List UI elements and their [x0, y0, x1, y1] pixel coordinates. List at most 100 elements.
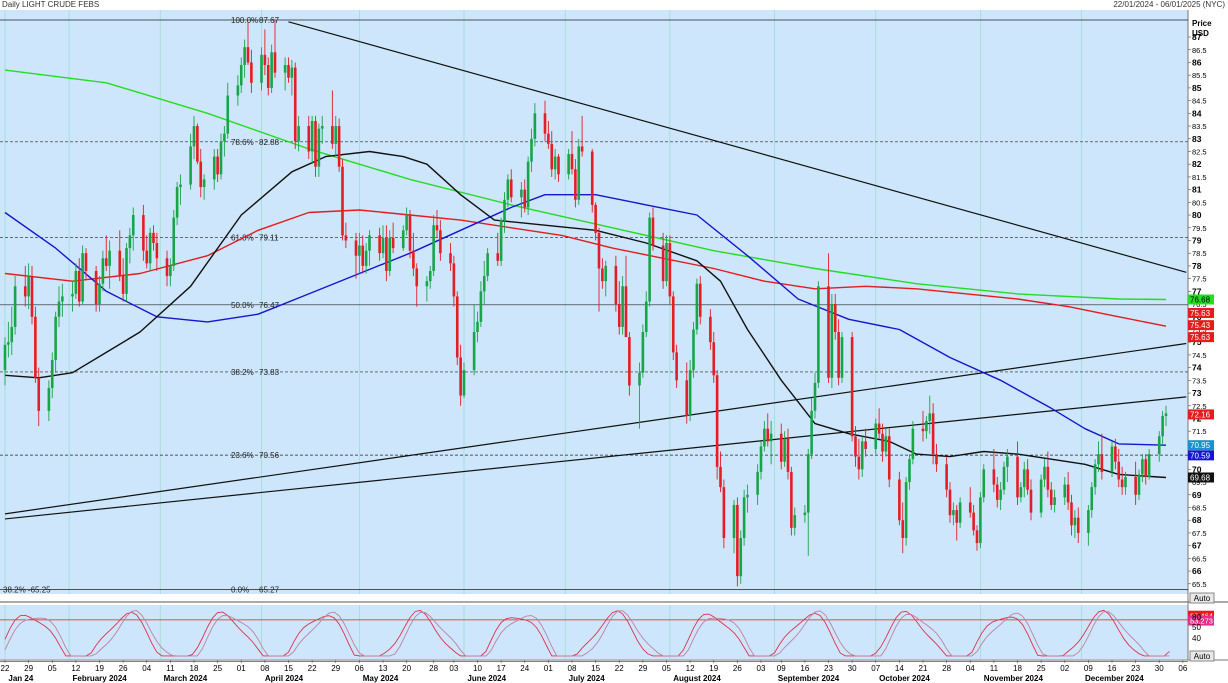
date-tick-label: 09: [777, 664, 786, 673]
candle: [1043, 459, 1046, 488]
candle: [763, 421, 766, 452]
candle-body: [952, 510, 955, 516]
date-tick-label: 05: [48, 664, 57, 673]
candle-body: [590, 151, 594, 205]
candle: [425, 276, 429, 302]
candle: [1053, 489, 1056, 513]
candle-body: [604, 265, 608, 282]
date-tick-label: 07: [871, 664, 880, 673]
moving-averages: [4, 69, 1167, 479]
candle-body: [388, 237, 392, 271]
date-tick-label: 09: [1084, 664, 1093, 673]
candle-body: [857, 456, 861, 470]
candle: [239, 57, 243, 93]
price-tick-label: 77.5: [1192, 275, 1207, 284]
candle: [1039, 474, 1043, 518]
candle: [482, 260, 486, 305]
candle-body: [334, 126, 338, 144]
candle-body: [408, 215, 412, 251]
candle-body: [486, 253, 489, 277]
fib-percent-label: 78.6%: [231, 138, 254, 147]
candle-body: [439, 230, 442, 254]
candle-body: [530, 138, 533, 162]
candle: [175, 181, 179, 226]
candle: [898, 471, 901, 526]
candle-body: [405, 215, 408, 231]
fib-price-label: 87.67: [259, 16, 280, 25]
candle-body: [337, 126, 341, 167]
candle-body: [503, 199, 506, 221]
moving-average-line: [4, 209, 1167, 327]
candle: [952, 502, 955, 526]
candle: [719, 451, 722, 493]
date-tick-label: 17: [497, 664, 506, 673]
candle: [1161, 410, 1164, 444]
price-tick-label: 70: [1192, 464, 1202, 474]
candle-body: [1026, 469, 1029, 490]
candle-body: [239, 65, 243, 86]
candle: [476, 311, 479, 343]
candle-body: [884, 436, 888, 452]
price-value-badge: [1188, 472, 1214, 483]
candle: [199, 148, 203, 198]
candles: [3, 20, 1168, 587]
candle: [874, 418, 878, 455]
candle-body: [833, 304, 837, 333]
price-tick-label: 76.5: [1192, 300, 1207, 309]
candle-body: [877, 423, 881, 434]
candle: [81, 245, 84, 305]
candle: [432, 215, 435, 277]
date-tick-label: 12: [686, 664, 695, 673]
candle-body: [27, 276, 30, 297]
candle: [1157, 431, 1161, 462]
time-axis: 22 29 05 12 19 26 04 11 18 25 01 08 15 22 29 06 13 20 28 03…: [1, 660, 1188, 683]
candle: [722, 479, 726, 549]
candle: [155, 232, 159, 271]
price-value-label: 72.16: [1190, 410, 1211, 419]
date-tick-label: 18: [190, 664, 199, 673]
candle: [223, 126, 226, 157]
candle: [958, 497, 962, 528]
price-auto-button[interactable]: [1189, 592, 1215, 604]
candle-body: [709, 316, 712, 343]
date-tick-label: 16: [1108, 664, 1117, 673]
candle: [806, 449, 810, 556]
candle: [604, 260, 608, 297]
candle-body: [364, 250, 368, 266]
candle-body: [617, 304, 621, 327]
price-tick-label: 78.5: [1192, 249, 1207, 258]
price-auto-label: Auto: [1194, 594, 1211, 603]
candle-body: [594, 204, 597, 233]
candle-body: [361, 245, 365, 266]
candle-body: [34, 316, 37, 378]
candle: [887, 428, 891, 488]
date-tick-label: 30: [1155, 664, 1164, 673]
osc-auto-button[interactable]: [1189, 650, 1215, 662]
candle-body: [320, 126, 324, 129]
candle: [506, 174, 510, 208]
candle-body: [179, 184, 182, 188]
candle-body: [30, 276, 34, 317]
candle-body: [550, 143, 554, 170]
candle-body: [1046, 466, 1050, 490]
price-tick-label: 68: [1192, 515, 1202, 525]
candle-body: [1002, 466, 1006, 490]
candle-body: [972, 512, 975, 531]
date-tick-label: 28: [942, 664, 951, 673]
candle-body: [243, 47, 246, 66]
candle-body: [1022, 469, 1026, 488]
price-tick-label: 66.5: [1192, 554, 1207, 563]
candle: [148, 227, 152, 271]
candle: [118, 230, 122, 282]
candle-body: [23, 286, 27, 297]
candle: [266, 57, 270, 96]
candle: [310, 115, 314, 165]
candle: [925, 415, 928, 439]
candle-body: [317, 128, 321, 167]
price-value-label: 75.43: [1190, 321, 1211, 330]
candle: [388, 230, 392, 277]
candle-body: [715, 375, 719, 467]
candle-body: [692, 329, 695, 371]
month-label: June 2024: [467, 674, 506, 683]
candle: [580, 115, 584, 157]
